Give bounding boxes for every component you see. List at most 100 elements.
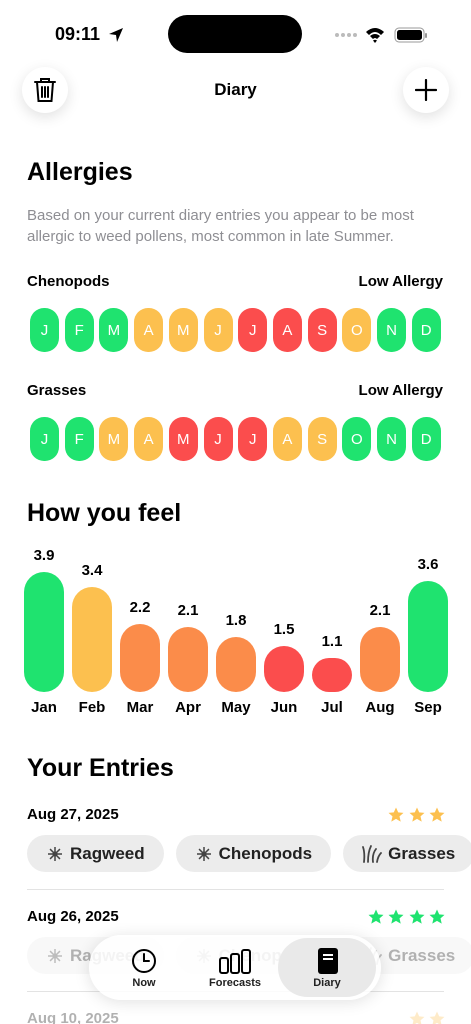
star-shape xyxy=(429,807,445,822)
bar xyxy=(360,627,400,692)
location-icon xyxy=(109,28,123,42)
tab-label: Forecasts xyxy=(209,977,261,989)
month-pill: A xyxy=(272,417,302,461)
x-tick-label: Sep xyxy=(414,699,442,716)
rating-star xyxy=(409,807,425,823)
rating-star xyxy=(409,909,425,925)
bar xyxy=(312,658,352,692)
month-pill: F xyxy=(64,308,94,352)
weed-icon xyxy=(48,948,62,963)
month-pill: O xyxy=(342,417,372,461)
entry-date: Aug 26, 2025 xyxy=(27,908,119,925)
month-pill: M xyxy=(99,417,129,461)
month-pill: D xyxy=(411,308,441,352)
icon-stroke xyxy=(49,954,56,961)
tag-chip[interactable]: Grasses xyxy=(343,835,471,872)
x-tick-label: May xyxy=(221,699,251,716)
allergies-description: Based on your current diary entries you … xyxy=(27,207,414,245)
add-button[interactable] xyxy=(403,67,449,113)
header-title: Diary xyxy=(214,80,257,99)
bar xyxy=(264,645,304,692)
star-path xyxy=(368,909,383,924)
rating-star xyxy=(368,909,384,925)
bar-value-label: 2.2 xyxy=(129,599,151,617)
icon-stroke xyxy=(54,954,61,961)
trash-icon xyxy=(34,78,56,102)
icon-stroke xyxy=(49,950,56,957)
star-path xyxy=(409,1011,424,1024)
grass-icon xyxy=(362,844,383,863)
section-title: Your Entries xyxy=(27,754,174,782)
rating-star xyxy=(429,1011,445,1024)
bar-value-label: 1.5 xyxy=(273,620,295,638)
rating-star xyxy=(388,909,404,925)
star-shape xyxy=(429,909,445,924)
chart-title: How you feel xyxy=(27,499,182,527)
bar-value-label: 2.1 xyxy=(177,602,199,620)
month-pill: J xyxy=(238,417,268,461)
diary-icon xyxy=(318,948,338,974)
month-pill: A xyxy=(272,308,302,352)
tag-row: Ragweed Chenopods Grasses xyxy=(27,835,471,872)
month-pill: J xyxy=(203,417,233,461)
star-path xyxy=(388,909,404,924)
rating-star xyxy=(429,909,445,925)
x-tick-label: Jun xyxy=(270,699,298,716)
month-pill: A xyxy=(134,308,164,352)
month-pill: S xyxy=(307,308,337,352)
star-path xyxy=(429,909,445,924)
section-title: Allergies xyxy=(27,158,133,186)
allergy-level: Low Allergy xyxy=(358,273,443,290)
status-icons xyxy=(335,27,427,43)
icon-dot xyxy=(52,851,58,856)
month-pill: D xyxy=(411,417,441,461)
entry-date: Aug 10, 2025 xyxy=(27,1010,119,1024)
rating-star xyxy=(429,807,445,823)
star-shape xyxy=(409,807,424,822)
status-time: 09:11 xyxy=(55,24,101,44)
bar-value-label: 3.6 xyxy=(417,556,439,574)
delete-button[interactable] xyxy=(22,67,68,113)
month-pill: J xyxy=(203,308,233,352)
tag-label: Ragweed xyxy=(70,843,145,863)
month-pill: O xyxy=(342,308,372,352)
bar-value-label: 3.4 xyxy=(81,562,103,580)
star-path xyxy=(429,807,445,822)
now-icon xyxy=(132,949,156,973)
weed-icon xyxy=(196,846,211,861)
star-shape xyxy=(388,909,404,924)
rating-star xyxy=(409,1011,425,1024)
star-path xyxy=(388,807,404,822)
plus-icon xyxy=(415,79,437,101)
x-tick-label: Jan xyxy=(31,699,57,716)
star-shape xyxy=(409,1011,424,1024)
month-pill: F xyxy=(64,417,94,461)
bar-value-label: 2.1 xyxy=(369,602,391,620)
star-shape xyxy=(388,807,404,822)
tag-label: Chenopods xyxy=(218,843,313,863)
bar-value-label: 3.9 xyxy=(33,546,55,564)
month-pill: N xyxy=(377,308,406,352)
month-pill: A xyxy=(134,417,164,461)
tag-chip[interactable]: Ragweed xyxy=(27,835,164,872)
bar-value-label: 1.8 xyxy=(225,611,247,629)
month-pill: J xyxy=(238,308,268,352)
allergen-name: Chenopods xyxy=(27,273,110,290)
divider xyxy=(27,889,444,890)
icon-stroke xyxy=(54,950,61,957)
entry-date: Aug 27, 2025 xyxy=(27,806,119,823)
x-tick-label: Aug xyxy=(365,699,395,716)
icon-dot xyxy=(52,953,58,958)
tag-chip[interactable]: Chenopods xyxy=(175,835,332,872)
tag-label: Grasses xyxy=(388,945,456,965)
bar xyxy=(168,627,208,692)
tab-label: Diary xyxy=(313,977,341,989)
month-pill: J xyxy=(30,417,59,461)
forecasts-icon xyxy=(219,949,251,974)
star-path xyxy=(429,1011,445,1024)
month-pill: M xyxy=(99,308,129,352)
dynamic-island xyxy=(168,15,302,53)
month-pill: J xyxy=(30,308,59,352)
weed-icon xyxy=(48,846,62,861)
